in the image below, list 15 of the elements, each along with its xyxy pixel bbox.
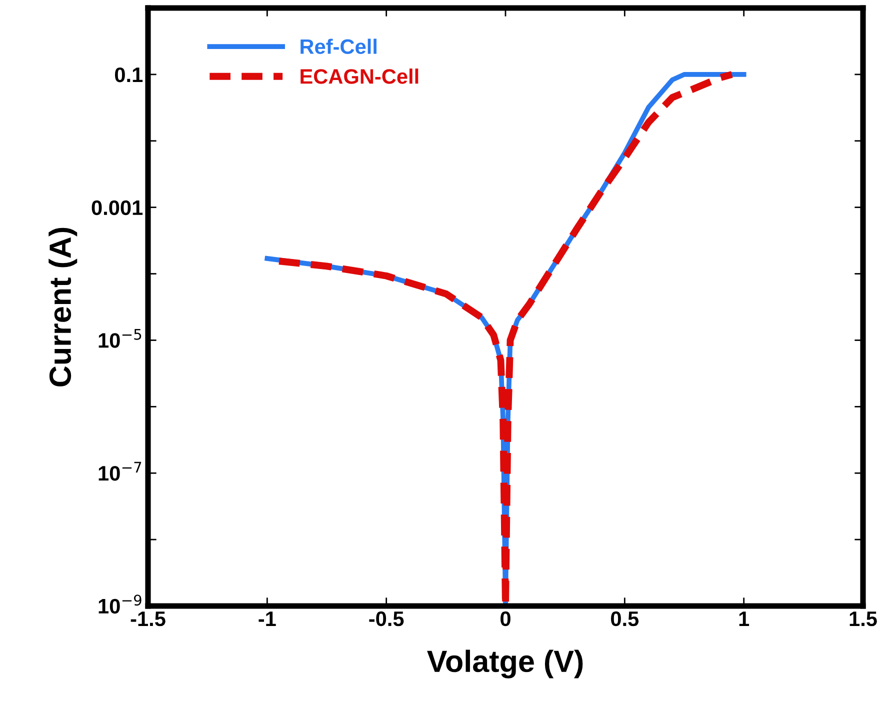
x-tick-label: 1.5 [850, 612, 877, 626]
y-tick-label: 10$^{−5}$ [98, 329, 142, 348]
x-tick-label: 1 [739, 612, 750, 626]
y-axis-title: Current (A) [48, 228, 78, 386]
y-tick-label: 0.001 [92, 200, 143, 216]
x-tick-label: 0 [500, 611, 510, 626]
legend-label: Ref-Cell [300, 38, 376, 54]
x-tick-label: -1.5 [130, 612, 166, 626]
x-axis-title: Volatge (V) [427, 650, 583, 678]
x-tick-label: 0.5 [611, 611, 639, 626]
x-tick-label: -1 [258, 612, 276, 626]
x-tick-label: -0.5 [369, 611, 404, 626]
y-tick-label: 10$^{−7}$ [98, 462, 142, 481]
y-tick-label: 0.1 [115, 67, 143, 82]
legend-label: ECAGN-Cell [300, 68, 418, 84]
